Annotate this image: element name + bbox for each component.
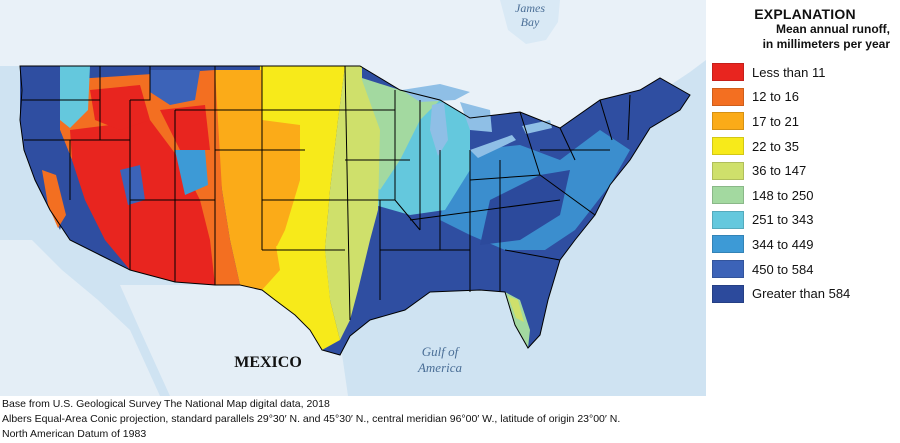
legend-swatch xyxy=(712,210,744,229)
james-bay-label-line2: Bay xyxy=(521,15,540,29)
map-canvas: James Bay MEXICO Gulf of America xyxy=(0,0,706,396)
zone-west-texas xyxy=(240,240,280,290)
legend-item: 148 to 250 xyxy=(712,183,898,208)
zone-lt11-wyoming xyxy=(160,105,210,150)
legend-subtitle-line2: in millimeters per year xyxy=(762,37,890,51)
legend-swatch xyxy=(712,235,744,254)
legend-item-label: 17 to 21 xyxy=(752,113,799,129)
zone-17-21 xyxy=(215,70,300,290)
credit-line-projection: Albers Equal-Area Conic projection, stan… xyxy=(2,413,621,425)
zone-florida-center xyxy=(508,296,524,322)
legend-swatch xyxy=(712,87,744,106)
legend-item-label: 344 to 449 xyxy=(752,236,814,252)
zone-ca-central-valley xyxy=(42,170,66,228)
james-bay-label-line1: James xyxy=(515,1,545,15)
zone-rockies-colorado xyxy=(175,150,208,195)
legend-swatch xyxy=(712,137,744,156)
credit-line-source: Base from U.S. Geological Survey The Nat… xyxy=(2,398,330,410)
legend-swatch xyxy=(712,63,744,82)
credit-line-datum: North American Datum of 1983 xyxy=(2,428,147,440)
gulf-label-line1: Gulf of xyxy=(422,344,461,359)
legend-item: 22 to 35 xyxy=(712,134,898,159)
legend-item: 251 to 343 xyxy=(712,208,898,233)
legend-item-label: 251 to 343 xyxy=(752,212,814,228)
legend-swatch xyxy=(712,186,744,205)
zone-florida xyxy=(505,292,530,348)
legend-item-label: Less than 11 xyxy=(752,64,826,80)
legend-items: Less than 11 12 to 16 17 to 21 22 to 35 36 t… xyxy=(712,60,898,306)
zone-cascades-east xyxy=(60,66,90,128)
zone-wasatch xyxy=(120,165,145,205)
zone-lt11-idaho xyxy=(90,85,150,130)
runoff-map: James Bay MEXICO Gulf of America xyxy=(0,0,706,396)
lake-superior xyxy=(402,84,470,102)
zone-36-147 xyxy=(325,66,380,340)
lake-ontario xyxy=(522,120,552,134)
mexico-land-west xyxy=(0,240,160,396)
legend-item-label: 12 to 16 xyxy=(752,89,799,105)
james-bay xyxy=(500,0,560,44)
zone-gt584-appalachia xyxy=(480,170,570,245)
legend-item-label: 36 to 147 xyxy=(752,163,807,179)
legend-item-label: Greater than 584 xyxy=(752,286,851,302)
gulf-label-line2: America xyxy=(417,360,463,375)
legend-item: Less than 11 xyxy=(712,60,898,85)
zone-rockies-north xyxy=(150,70,200,105)
legend-swatch xyxy=(712,260,744,279)
lake-michigan xyxy=(430,102,448,156)
mexico-label: MEXICO xyxy=(234,354,302,371)
legend-subtitle-line1: Mean annual runoff, xyxy=(776,22,890,36)
zone-texas xyxy=(262,240,330,330)
legend-swatch xyxy=(712,112,744,131)
state-borders xyxy=(19,65,691,356)
legend-item: 450 to 584 xyxy=(712,257,898,282)
legend-item-label: 148 to 250 xyxy=(752,187,814,203)
legend-item: 344 to 449 xyxy=(712,232,898,257)
mexico-land xyxy=(120,285,348,396)
legend-swatch xyxy=(712,161,744,180)
legend-item-label: 450 to 584 xyxy=(752,261,814,277)
lake-erie xyxy=(470,135,516,158)
legend-item-label: 22 to 35 xyxy=(752,138,799,154)
legend: EXPLANATION Mean annual runoff, in milli… xyxy=(712,6,898,306)
map-credits: Base from U.S. Geological Survey The Nat… xyxy=(2,397,620,442)
legend-item: 36 to 147 xyxy=(712,158,898,183)
legend-swatch xyxy=(712,284,744,303)
legend-item: 17 to 21 xyxy=(712,109,898,134)
legend-item: Greater than 584 xyxy=(712,281,898,306)
legend-title: EXPLANATION xyxy=(754,6,856,22)
legend-item: 12 to 16 xyxy=(712,85,898,110)
